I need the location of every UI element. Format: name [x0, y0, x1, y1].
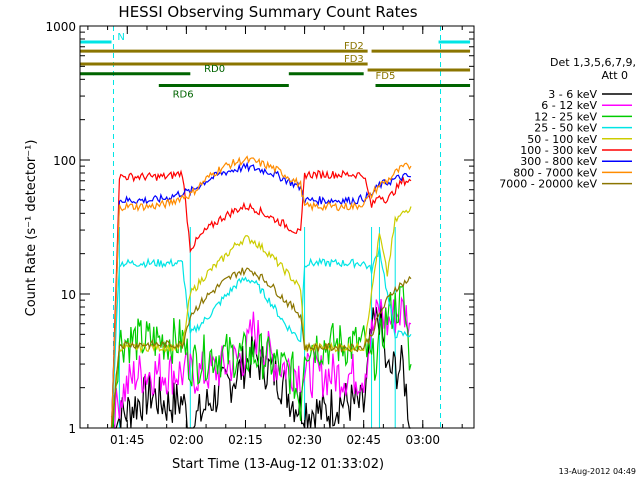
plot-area: N FD2 FD3 FD5 RD0 RD6 — [80, 26, 471, 429]
y-tick-label: 1000 — [45, 20, 76, 34]
x-tick-label: 02:00 — [169, 433, 204, 447]
axis-ticks: 01:45 02:00 02:15 02:30 02:45 03:00 1 10 100 1000 — [45, 20, 474, 447]
state-label-rd0: RD0 — [204, 64, 225, 75]
legend-entry-label: 50 - 100 keV — [527, 133, 597, 146]
legend-entry-label: 25 - 50 keV — [534, 122, 597, 135]
legend-entry-label: 300 - 800 keV — [520, 155, 597, 168]
series-line-3 — [110, 247, 412, 427]
state-label-fd3: FD3 — [344, 54, 364, 65]
state-label-fd2: FD2 — [344, 41, 364, 52]
series-line-6 — [110, 161, 412, 428]
plot-frame — [79, 25, 475, 429]
legend-entry-label: 800 - 7000 keV — [513, 166, 597, 179]
series-line-8 — [110, 267, 412, 429]
x-tick-label: 02:45 — [346, 433, 381, 447]
legend-entry-label: 100 - 300 keV — [520, 144, 597, 157]
legend-header-1: Det 1,3,5,6,7,9, — [550, 56, 636, 69]
x-tick-label: 02:30 — [287, 433, 322, 447]
series-line-1 — [111, 296, 412, 429]
series-line-7 — [110, 155, 412, 428]
legend-header-2: Att 0 — [602, 69, 628, 82]
series-line-0 — [110, 304, 411, 429]
x-axis-label: Start Time (13-Aug-12 01:33:02) — [172, 457, 384, 472]
x-tick-label: 03:00 — [405, 433, 440, 447]
y-axis-label: Count Rate (s⁻¹ detector⁻¹) — [24, 140, 39, 317]
legend-entry-label: 6 - 12 keV — [541, 99, 597, 112]
footer-timestamp: 13-Aug-2012 04:49 — [559, 467, 636, 476]
y-tick-label: 10 — [61, 288, 76, 302]
chart-title: HESSI Observing Summary Count Rates — [118, 3, 417, 21]
series-line-5 — [110, 169, 412, 429]
x-tick-label: 02:15 — [228, 433, 263, 447]
state-label-fd5: FD5 — [376, 71, 396, 82]
legend-entry-label: 7000 - 20000 keV — [499, 178, 597, 191]
series-line-4 — [110, 206, 412, 429]
y-tick-label: 1 — [68, 422, 76, 436]
state-label-n: N — [117, 32, 124, 43]
legend-entry-label: 12 - 25 keV — [534, 110, 597, 123]
y-tick-label: 100 — [53, 154, 76, 168]
x-tick-label: 01:45 — [110, 433, 145, 447]
legend-entry-label: 3 - 6 keV — [548, 88, 597, 101]
state-label-rd6: RD6 — [173, 89, 194, 100]
